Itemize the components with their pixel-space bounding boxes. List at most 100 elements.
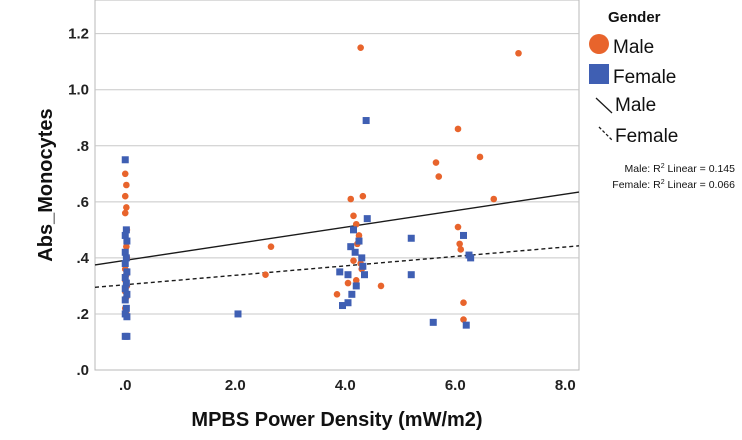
- female-point: [123, 332, 131, 340]
- y-tick-label: 1.2: [68, 26, 89, 43]
- male-point: [350, 212, 357, 220]
- male-point: [355, 232, 363, 239]
- y-axis-title: Abs_Monocytes: [35, 108, 57, 261]
- female-point: [462, 321, 470, 329]
- male-point: [333, 291, 341, 298]
- female-point: [123, 290, 131, 298]
- legend-title: Gender: [608, 9, 661, 26]
- male-point: [123, 204, 130, 211]
- female-point: [348, 290, 356, 298]
- female-point: [121, 259, 129, 267]
- female-point: [123, 268, 131, 276]
- data-points: [121, 44, 522, 340]
- x-axis-title: MPBS Power Density (mW/m2): [191, 409, 482, 431]
- male-point: [476, 153, 484, 161]
- male-point: [490, 195, 498, 203]
- fit-lines: [94, 191, 580, 289]
- female-point: [407, 234, 415, 242]
- male-point: [357, 44, 364, 51]
- plot-area: [94, 0, 580, 371]
- gridlines: [95, 33, 579, 315]
- x-tick-label: 8.0: [555, 377, 576, 394]
- y-tick-label: .4: [76, 250, 89, 267]
- female-point: [350, 226, 357, 234]
- female-point: [352, 282, 360, 290]
- legend-female-marker-label: Female: [613, 67, 676, 88]
- x-tick-label: 6.0: [445, 377, 466, 394]
- female-point: [121, 274, 129, 281]
- male-point: [267, 243, 275, 250]
- female-point: [363, 215, 371, 223]
- x-tick-label: 4.0: [335, 377, 356, 394]
- y-tick-label: .2: [76, 306, 89, 323]
- female-point: [359, 262, 367, 270]
- female-point: [355, 237, 363, 245]
- female-point: [460, 231, 467, 239]
- male-point: [350, 257, 357, 264]
- male-point: [456, 240, 463, 248]
- y-tick-label: 1.0: [68, 82, 89, 99]
- legend-female-line-icon: [598, 126, 614, 142]
- female-rsq-annotation: Female: R2 Linear = 0.066: [612, 179, 735, 191]
- female-point: [358, 254, 366, 262]
- x-tick-label: 2.0: [225, 377, 246, 394]
- female-point: [336, 268, 344, 276]
- male-point: [123, 181, 130, 189]
- y-tick-label: .8: [76, 138, 89, 155]
- female-point: [122, 279, 130, 287]
- legend-male-marker-label: Male: [613, 37, 654, 58]
- female-point: [339, 302, 346, 310]
- male-point: [359, 192, 367, 200]
- y-tick-label: .0: [76, 362, 89, 379]
- fit-line-male: [94, 191, 580, 266]
- female-point: [121, 285, 129, 293]
- male-point: [352, 220, 360, 228]
- female-point: [121, 296, 129, 304]
- legend-female-marker-icon: [589, 64, 609, 84]
- female-point: [344, 299, 352, 307]
- female-point: [347, 243, 355, 251]
- legend-male-marker-icon: [589, 34, 609, 54]
- male-point: [457, 246, 465, 253]
- legend: Gender Male Female Male Female: [589, 9, 678, 147]
- female-point: [361, 271, 368, 279]
- fit-line-female: [94, 245, 580, 289]
- x-tick-label: .0: [119, 377, 132, 394]
- legend-male-line-label: Male: [615, 95, 656, 116]
- male-point: [352, 277, 360, 284]
- female-point: [344, 271, 352, 279]
- female-point: [121, 156, 129, 164]
- male-point: [454, 125, 462, 133]
- tick-labels: .0 .2 .4 .6 .8 1.0 1.2 .0 2.0 4.0 6.0 8.0: [68, 26, 576, 394]
- male-point: [262, 271, 269, 278]
- male-point: [460, 316, 467, 323]
- male-point: [347, 195, 355, 203]
- male-point: [432, 159, 440, 166]
- male-point: [121, 170, 129, 178]
- male-point: [460, 299, 467, 307]
- female-point: [467, 254, 475, 262]
- female-point: [362, 117, 370, 125]
- male-rsq-annotation: Male: R2 Linear = 0.145: [625, 163, 736, 175]
- female-point: [351, 248, 359, 256]
- male-point: [121, 192, 129, 200]
- female-point: [121, 248, 129, 256]
- female-point: [122, 226, 130, 234]
- female-point: [407, 271, 415, 279]
- male-point: [454, 223, 462, 231]
- male-point: [344, 279, 352, 287]
- male-point: [123, 243, 130, 250]
- female-point: [122, 304, 130, 312]
- male-point: [515, 49, 522, 57]
- legend-male-line-icon: [595, 97, 613, 114]
- male-point: [435, 173, 443, 180]
- male-point: [121, 209, 129, 217]
- male-point: [377, 282, 385, 290]
- female-point: [234, 310, 242, 318]
- female-point: [429, 318, 437, 326]
- female-point: [123, 237, 131, 245]
- female-point: [121, 231, 129, 239]
- female-point: [123, 313, 131, 321]
